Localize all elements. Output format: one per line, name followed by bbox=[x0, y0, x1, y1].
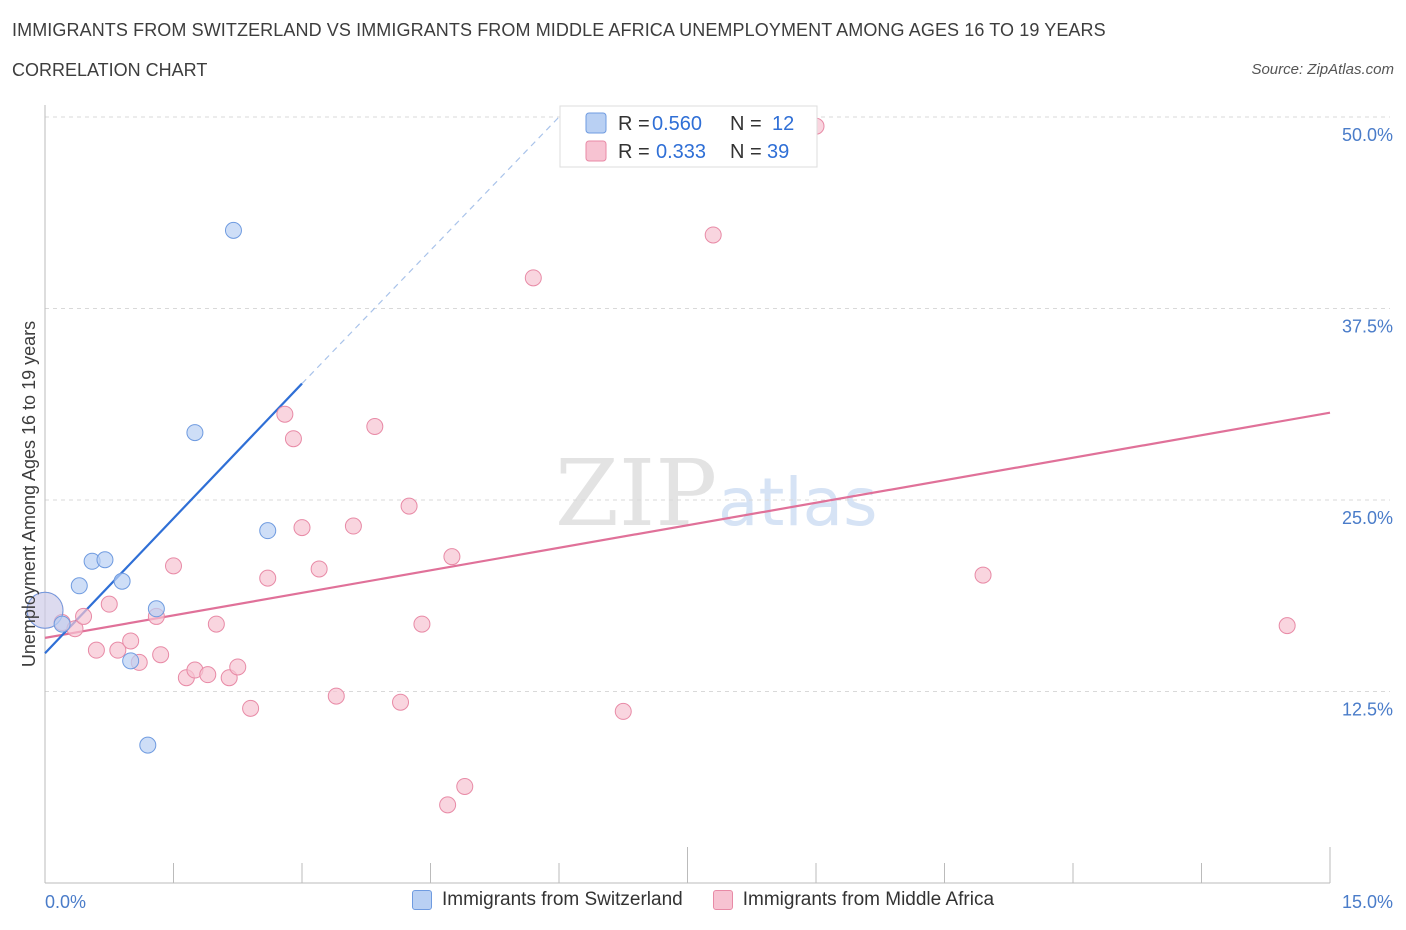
legend-swatch bbox=[411, 890, 432, 910]
bottom-legend: Immigrants from Switzerland Immigrants f… bbox=[0, 889, 1406, 911]
data-points bbox=[26, 117, 1296, 814]
x-tick-label: 15.0% bbox=[1342, 892, 1393, 912]
x-tick-label: 0.0% bbox=[45, 892, 86, 912]
point-middle-africa bbox=[392, 693, 410, 711]
watermark-zip: ZIP bbox=[555, 440, 717, 547]
x-tick-labels: 0.0% 15.0% bbox=[45, 892, 1393, 912]
legend-label: Immigrants from Middle Africa bbox=[742, 889, 995, 910]
gridlines bbox=[45, 116, 1390, 692]
y-tick-labels: 12.5% 25.0% 37.5% 50.0% bbox=[1342, 125, 1393, 720]
legend-r-label: R = bbox=[618, 141, 650, 163]
point-middle-africa bbox=[456, 777, 474, 795]
legend-n-value: 39 bbox=[767, 141, 789, 163]
legend-r-label: R = bbox=[618, 113, 650, 135]
point-switzerland bbox=[70, 577, 88, 595]
watermark-atlas: atlas bbox=[718, 464, 878, 541]
point-middle-africa bbox=[614, 702, 632, 720]
point-switzerland bbox=[96, 551, 114, 569]
point-middle-africa bbox=[199, 666, 217, 684]
legend-n-value: 12 bbox=[772, 113, 794, 135]
point-middle-africa bbox=[122, 632, 140, 650]
legend-swatch-middle-africa bbox=[585, 140, 607, 162]
point-middle-africa bbox=[439, 796, 457, 814]
y-tick-label: 37.5% bbox=[1342, 317, 1393, 337]
legend-r-value: 0.333 bbox=[656, 141, 706, 163]
chart-subtitle: CORRELATION CHART bbox=[12, 60, 208, 80]
point-middle-africa bbox=[974, 566, 992, 584]
point-switzerland bbox=[122, 652, 140, 670]
point-middle-africa bbox=[524, 269, 542, 287]
trend-line-switzerland bbox=[44, 382, 303, 654]
point-switzerland bbox=[147, 600, 165, 618]
point-switzerland bbox=[53, 615, 71, 633]
inset-legend: R = 0.560 N = 12 R = 0.333 N = 39 bbox=[559, 105, 818, 168]
point-middle-africa bbox=[284, 430, 302, 448]
y-axis-label: Unemployment Among Ages 16 to 19 years bbox=[19, 321, 39, 667]
legend-n-label: N = bbox=[730, 141, 762, 163]
point-switzerland bbox=[139, 736, 157, 754]
legend-n-label: N = bbox=[730, 113, 762, 135]
point-switzerland bbox=[224, 221, 242, 239]
point-middle-africa bbox=[704, 226, 722, 244]
point-middle-africa bbox=[413, 615, 431, 633]
point-middle-africa bbox=[293, 519, 311, 537]
source-label: Source: ZipAtlas.com bbox=[1251, 61, 1394, 78]
point-middle-africa bbox=[229, 658, 247, 676]
point-middle-africa bbox=[276, 405, 294, 423]
axes bbox=[44, 105, 1331, 884]
trend-lines bbox=[44, 116, 1331, 654]
point-middle-africa bbox=[165, 557, 182, 575]
point-middle-africa bbox=[87, 641, 105, 659]
legend-r-value: 0.560 bbox=[652, 113, 702, 135]
point-middle-africa bbox=[100, 595, 118, 613]
point-middle-africa bbox=[75, 607, 93, 625]
watermark: ZIP atlas bbox=[555, 440, 878, 547]
point-middle-africa bbox=[242, 699, 260, 717]
point-middle-africa bbox=[344, 517, 362, 535]
y-tick-label: 50.0% bbox=[1342, 125, 1393, 145]
point-middle-africa bbox=[109, 641, 127, 659]
point-middle-africa bbox=[259, 569, 277, 587]
trend-line-middle-africa bbox=[44, 411, 1331, 639]
point-switzerland bbox=[113, 572, 131, 590]
legend-label: Immigrants from Switzerland bbox=[441, 889, 683, 910]
point-middle-africa bbox=[327, 687, 345, 705]
y-tick-label: 25.0% bbox=[1342, 508, 1393, 528]
point-middle-africa bbox=[366, 417, 384, 435]
legend-swatch-switzerland bbox=[585, 112, 607, 134]
trend-line-switzerland-extension bbox=[301, 116, 560, 384]
chart-title: IMMIGRANTS FROM SWITZERLAND VS IMMIGRANT… bbox=[12, 20, 1106, 40]
point-middle-africa bbox=[1278, 617, 1296, 635]
point-middle-africa bbox=[310, 560, 328, 578]
legend-item-middle-africa: Immigrants from Middle Africa bbox=[712, 889, 995, 911]
legend-swatch bbox=[712, 890, 733, 910]
point-switzerland bbox=[26, 591, 64, 629]
y-tick-label: 12.5% bbox=[1342, 700, 1393, 720]
legend-item-switzerland: Immigrants from Switzerland bbox=[411, 889, 683, 911]
point-middle-africa bbox=[400, 497, 418, 515]
point-middle-africa bbox=[443, 548, 461, 566]
point-switzerland bbox=[186, 424, 204, 442]
point-middle-africa bbox=[152, 646, 170, 664]
point-switzerland bbox=[259, 522, 277, 540]
point-middle-africa bbox=[207, 615, 225, 633]
